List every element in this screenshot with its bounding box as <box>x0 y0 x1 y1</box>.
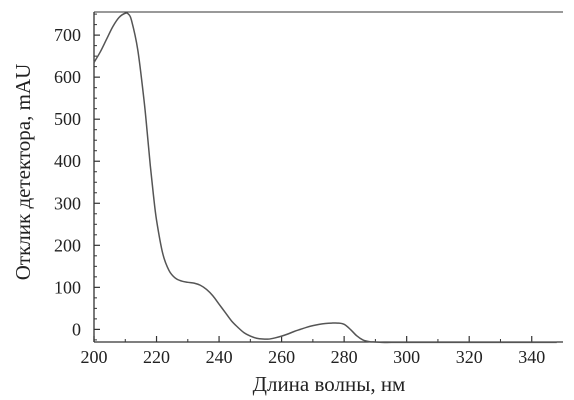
x-tick-label-280: 280 <box>331 347 358 367</box>
y-axis-title: Отклик детектора, mAU <box>11 64 35 281</box>
x-tick-label-340: 340 <box>518 347 545 367</box>
x-ticks: 200 220 240 260 280 300 320 340 <box>81 336 545 367</box>
x-tick-label-240: 240 <box>206 347 233 367</box>
x-axis-title: Длина волны, нм <box>253 372 406 396</box>
x-tick-label-200: 200 <box>81 347 108 367</box>
x-tick-label-220: 220 <box>143 347 170 367</box>
x-tick-label-320: 320 <box>456 347 483 367</box>
y-tick-label-500: 500 <box>54 109 81 129</box>
y-tick-label-300: 300 <box>54 193 81 213</box>
x-tick-label-260: 260 <box>268 347 295 367</box>
y-tick-label-200: 200 <box>54 235 81 255</box>
x-tick-label-300: 300 <box>393 347 420 367</box>
spectrum-series-line <box>93 12 557 344</box>
y-tick-label-600: 600 <box>54 67 81 87</box>
y-tick-label-100: 100 <box>54 277 81 297</box>
y-ticks: 0 100 200 300 400 500 600 700 <box>54 13 100 341</box>
y-tick-label-0: 0 <box>72 319 81 339</box>
y-tick-label-700: 700 <box>54 25 81 45</box>
y-tick-label-400: 400 <box>54 151 81 171</box>
